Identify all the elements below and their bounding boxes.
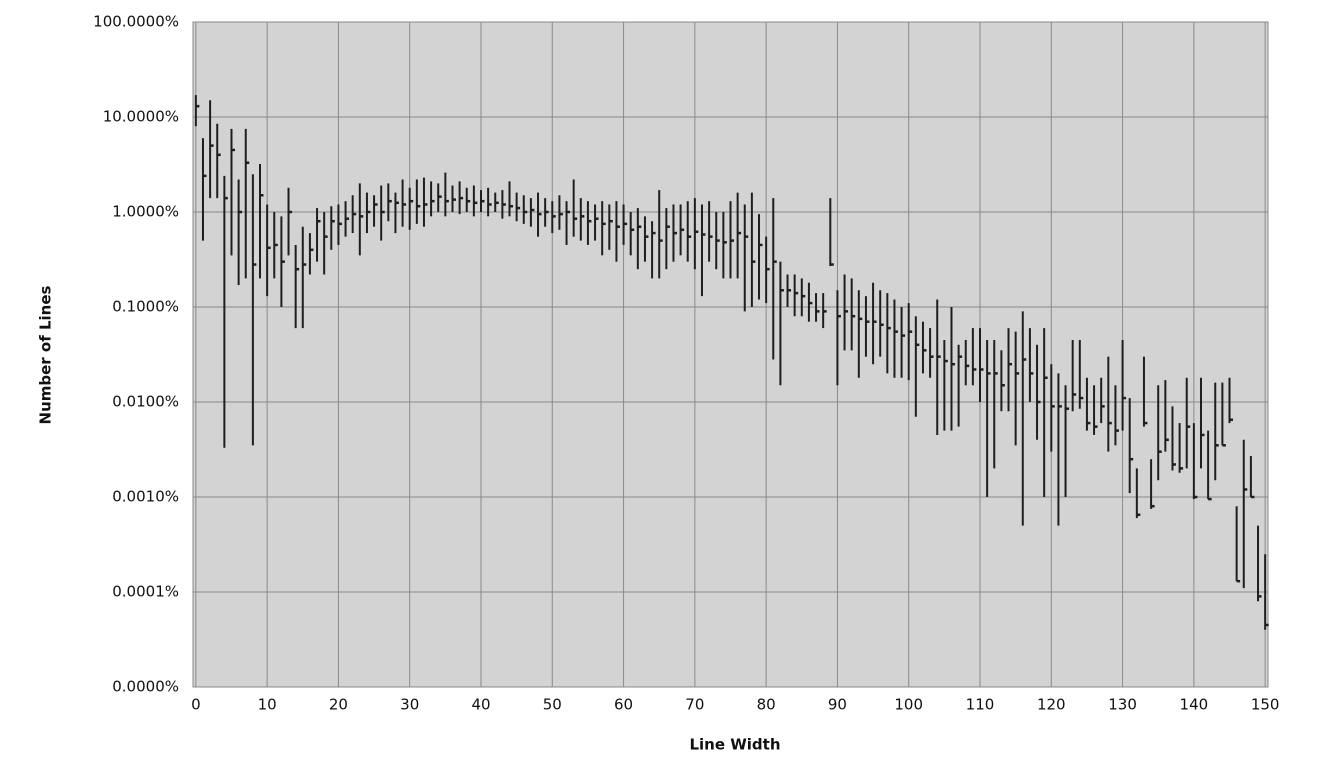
- x-tick-label: 20: [329, 696, 348, 714]
- x-tick-label: 80: [757, 696, 776, 714]
- y-tick-label: 0.1000%: [112, 298, 179, 316]
- x-tick-label: 100: [894, 696, 923, 714]
- y-tick-label: 0.0001%: [112, 583, 179, 601]
- y-axis-title: Number of Lines: [37, 285, 55, 424]
- x-tick-label: 0: [191, 696, 201, 714]
- y-tick-label: 0.0010%: [112, 488, 179, 506]
- x-tick-label: 110: [966, 696, 995, 714]
- x-tick-label: 120: [1037, 696, 1066, 714]
- plot-area: [192, 21, 1269, 688]
- x-tick-label: 70: [685, 696, 704, 714]
- y-tick-label: 10.0000%: [103, 108, 179, 126]
- x-tick-label: 130: [1108, 696, 1137, 714]
- x-tick-label: 150: [1251, 696, 1280, 714]
- y-tick-label: 100.0000%: [93, 13, 179, 31]
- y-tick-label: 1.0000%: [112, 203, 179, 221]
- x-tick-label: 10: [258, 696, 277, 714]
- y-tick-label: 0.0000%: [112, 678, 179, 696]
- x-tick-label: 90: [828, 696, 847, 714]
- x-axis-title: Line Width: [689, 736, 780, 754]
- x-tick-label: 140: [1180, 696, 1209, 714]
- x-tick-label: 50: [543, 696, 562, 714]
- x-tick-label: 30: [400, 696, 419, 714]
- x-tick-label: 40: [471, 696, 490, 714]
- x-tick-label: 60: [614, 696, 633, 714]
- y-tick-label: 0.0100%: [112, 393, 179, 411]
